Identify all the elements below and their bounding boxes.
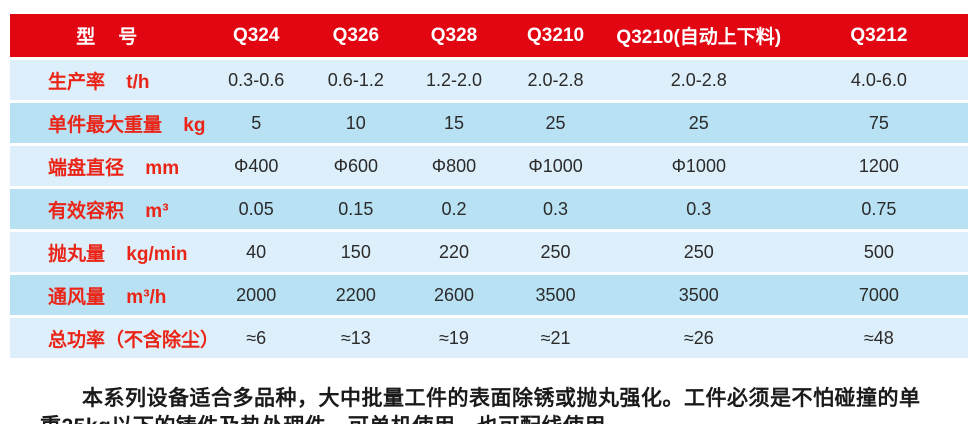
table-header-row: 型 号 Q324 Q326 Q328 Q3210 Q3210(自动上下料) Q3… xyxy=(10,14,968,57)
table-cell: 1.2-2.0 xyxy=(425,69,483,90)
table-cell: 4.0-6.0 xyxy=(850,69,907,90)
table-cell: ≈21 xyxy=(540,327,571,348)
table-cell: 0.3 xyxy=(686,198,712,219)
table-cell: 0.2 xyxy=(441,198,467,219)
table-cell: ≈48 xyxy=(863,327,894,348)
row-label-cell: 有效容积 m³ xyxy=(10,196,205,223)
table-cell: 2600 xyxy=(433,284,475,305)
table-cell: Φ600 xyxy=(333,155,379,176)
row-label-cell: 单件最大重量 kg xyxy=(10,110,205,137)
table-cell: 1200 xyxy=(858,155,899,176)
row-label-cell: 抛丸量 kg/min xyxy=(10,239,205,266)
table-cell: 0.75 xyxy=(861,198,897,219)
header-model: Q326 xyxy=(332,24,380,46)
table-cell: 75 xyxy=(868,112,889,133)
table-cell: ≈6 xyxy=(246,327,267,348)
header-model: Q3212 xyxy=(850,24,908,46)
header-model: Q324 xyxy=(232,24,280,46)
row-label: 端盘直径 xyxy=(48,157,125,179)
table-cell: 2.0-2.8 xyxy=(670,69,727,90)
table-cell: 2200 xyxy=(335,284,376,305)
row-label-cell: 端盘直径 mm xyxy=(10,153,205,180)
table-cell: Φ1000 xyxy=(671,155,726,176)
row-unit: kg/min xyxy=(126,243,188,265)
table-cell: ≈13 xyxy=(340,327,371,348)
table-cell: 250 xyxy=(683,241,714,262)
product-description: 本系列设备适合多品种，大中批量工件的表面除锈或抛丸强化。工件必须是不怕碰撞的单重… xyxy=(40,387,921,424)
row-label: 总功率（不含除尘） xyxy=(48,329,220,351)
table-row: 通风量 m³/h 2000 2200 2600 3500 3500 7000 xyxy=(10,275,968,315)
row-label-cell: 总功率（不含除尘） xyxy=(10,325,219,352)
table-cell: 0.3-0.6 xyxy=(228,69,285,90)
row-unit: m³/h xyxy=(126,286,167,308)
page: 型 号 Q324 Q326 Q328 Q3210 Q3210(自动上下料) Q3… xyxy=(0,14,978,424)
header-model: Q3210(自动上下料) xyxy=(616,27,782,48)
row-label: 单件最大重量 xyxy=(48,114,163,136)
table-cell: 250 xyxy=(540,241,571,262)
row-label: 通风量 xyxy=(48,286,106,308)
table-row: 有效容积 m³ 0.05 0.15 0.2 0.3 0.3 0.75 xyxy=(10,189,968,229)
table-cell: 7000 xyxy=(858,284,899,305)
row-label: 抛丸量 xyxy=(48,243,106,265)
row-label: 有效容积 xyxy=(48,200,125,222)
header-model-label: 型 号 xyxy=(76,27,140,48)
table-cell: 2.0-2.8 xyxy=(527,69,584,90)
table-cell: 10 xyxy=(345,112,366,133)
table-cell: ≈26 xyxy=(683,327,714,348)
table-cell: 3500 xyxy=(678,284,719,305)
table-cell: Φ800 xyxy=(431,155,477,176)
table-cell: 220 xyxy=(438,241,470,262)
table-cell: 150 xyxy=(340,241,371,262)
row-unit: kg xyxy=(183,114,206,136)
table-row: 端盘直径 mm Φ400 Φ600 Φ800 Φ1000 Φ1000 1200 xyxy=(10,146,968,186)
table-cell: Φ1000 xyxy=(528,155,583,176)
table-cell: ≈19 xyxy=(439,327,469,348)
table-row: 生产率 t/h 0.3-0.6 0.6-1.2 1.2-2.0 2.0-2.8 … xyxy=(10,60,968,100)
table-row: 抛丸量 kg/min 40 150 220 250 250 500 xyxy=(10,232,968,272)
row-unit: m³ xyxy=(145,200,169,222)
table-cell: 500 xyxy=(863,241,894,262)
table-row: 单件最大重量 kg 5 10 15 25 25 75 xyxy=(10,103,968,143)
row-label-cell: 通风量 m³/h xyxy=(10,282,205,309)
table-row: 总功率（不含除尘） ≈6 ≈13 ≈19 ≈21 ≈26 ≈48 xyxy=(10,318,968,358)
row-label: 生产率 xyxy=(48,71,106,93)
row-label-cell: 生产率 t/h xyxy=(10,67,205,94)
table-cell: 0.15 xyxy=(338,198,374,219)
table-cell: 25 xyxy=(688,112,709,133)
header-model: Q3210 xyxy=(527,24,585,46)
row-unit: mm xyxy=(145,157,180,179)
table-cell: 25 xyxy=(545,112,566,133)
table-cell: 5 xyxy=(251,112,262,133)
table-cell: 0.3 xyxy=(543,198,569,219)
table-cell: Φ400 xyxy=(233,155,279,176)
table-cell: 0.6-1.2 xyxy=(327,69,384,90)
table-cell: 15 xyxy=(443,112,465,133)
table-cell: 40 xyxy=(246,241,267,262)
table-cell: 2000 xyxy=(236,284,277,305)
table-cell: 3500 xyxy=(535,284,576,305)
spec-table: 型 号 Q324 Q326 Q328 Q3210 Q3210(自动上下料) Q3… xyxy=(10,14,968,358)
table-cell: 0.05 xyxy=(238,198,274,219)
header-model: Q328 xyxy=(430,24,478,46)
row-unit: t/h xyxy=(126,71,150,93)
